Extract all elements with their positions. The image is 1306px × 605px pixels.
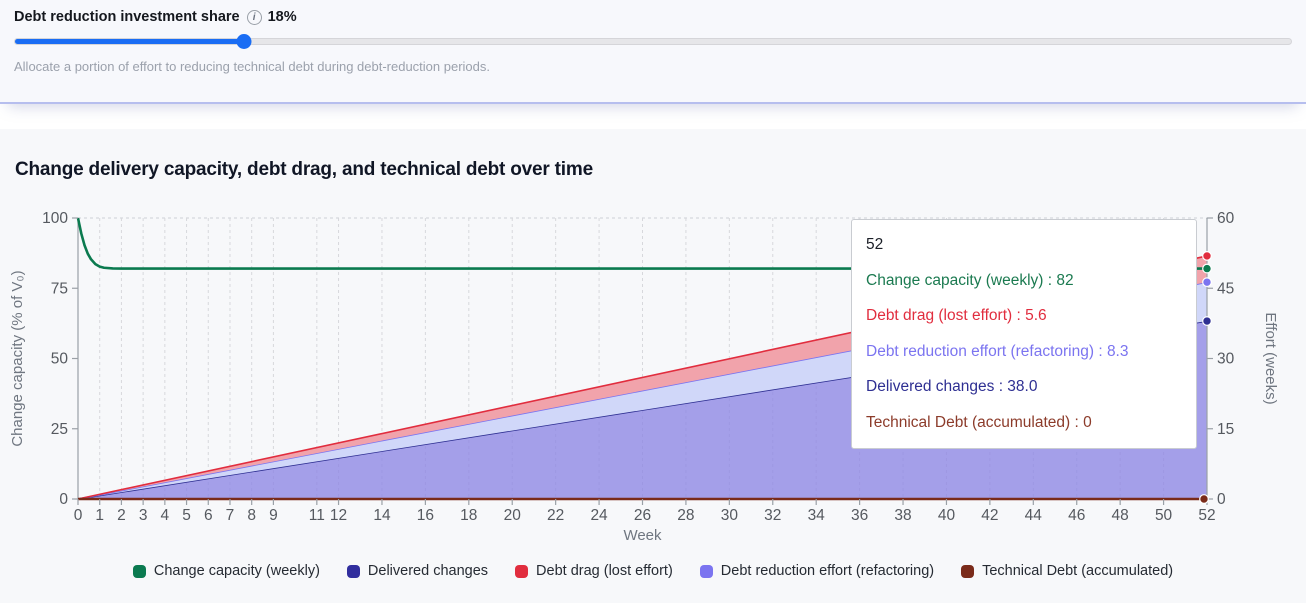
svg-text:Change capacity (% of V₀): Change capacity (% of V₀) — [9, 270, 26, 446]
debt-share-slider[interactable] — [14, 34, 1292, 49]
tooltip-line: Debt reduction effort (refactoring) : 8.… — [866, 342, 1129, 360]
svg-text:45: 45 — [1217, 280, 1234, 297]
tooltip-line: Change capacity (weekly) : 82 — [866, 271, 1074, 289]
slider-fill — [15, 39, 245, 44]
svg-text:75: 75 — [51, 280, 68, 297]
svg-text:1: 1 — [95, 507, 104, 524]
svg-text:0: 0 — [59, 491, 68, 508]
svg-text:4: 4 — [161, 507, 170, 524]
svg-text:12: 12 — [330, 507, 347, 524]
svg-text:42: 42 — [981, 507, 998, 524]
svg-text:3: 3 — [139, 507, 148, 524]
svg-text:46: 46 — [1068, 507, 1085, 524]
svg-text:50: 50 — [51, 351, 69, 368]
chart-card: Change delivery capacity, debt drag, and… — [0, 129, 1306, 603]
svg-text:8: 8 — [247, 507, 256, 524]
tooltip-week: 52 — [866, 236, 884, 253]
svg-text:5: 5 — [182, 507, 191, 524]
svg-text:22: 22 — [547, 507, 564, 524]
slider-track[interactable] — [14, 38, 1292, 45]
chart-legend: Change capacity (weekly) Delivered chang… — [0, 563, 1306, 579]
svg-text:48: 48 — [1112, 507, 1129, 524]
svg-text:100: 100 — [42, 210, 68, 227]
svg-text:18: 18 — [460, 507, 477, 524]
legend-dot-delivered-changes — [346, 564, 360, 578]
legend-dot-debt-drag — [515, 564, 529, 578]
legend-item[interactable]: Debt drag (lost effort) — [515, 563, 673, 579]
svg-text:32: 32 — [764, 507, 781, 524]
svg-text:60: 60 — [1217, 210, 1235, 227]
svg-text:16: 16 — [417, 507, 434, 524]
svg-text:24: 24 — [590, 507, 608, 524]
chart-area[interactable]: 0 25 50 75 100 0 15 30 45 60 0 1 2 3 4 5 6 7 8 9 11 12 14 16 18 2… — [0, 196, 1306, 551]
svg-text:36: 36 — [851, 507, 868, 524]
svg-text:25: 25 — [51, 421, 68, 438]
legend-item[interactable]: Delivered changes — [346, 563, 489, 579]
legend-item[interactable]: Change capacity (weekly) — [132, 563, 320, 579]
legend-label: Change capacity (weekly) — [153, 563, 320, 579]
legend-dot-debt-reduction — [699, 564, 713, 578]
svg-text:52: 52 — [1198, 507, 1215, 524]
svg-text:44: 44 — [1025, 507, 1043, 524]
tooltip-line: Technical Debt (accumulated) : 0 — [866, 413, 1092, 431]
slider-help-text: Allocate a portion of effort to reducing… — [14, 59, 491, 74]
tooltip-line: Delivered changes : 38.0 — [866, 378, 1038, 395]
legend-dot-technical-debt — [961, 564, 975, 578]
svg-text:Week: Week — [623, 527, 662, 544]
chart-tooltip: 52 Change capacity (weekly) : 82 Debt dr… — [851, 219, 1197, 449]
svg-text:6: 6 — [204, 507, 213, 524]
svg-text:26: 26 — [634, 507, 651, 524]
legend-label: Delivered changes — [367, 563, 489, 579]
chart-title: Change delivery capacity, debt drag, and… — [15, 159, 593, 180]
debt-investment-panel: Debt reduction investment share i 18% Al… — [0, 0, 1306, 104]
svg-text:34: 34 — [808, 507, 826, 524]
svg-text:38: 38 — [894, 507, 911, 524]
legend-item[interactable]: Technical Debt (accumulated) — [961, 563, 1173, 579]
legend-label: Technical Debt (accumulated) — [982, 563, 1174, 579]
slider-thumb[interactable] — [236, 34, 252, 49]
slider-value: 18% — [267, 9, 297, 25]
svg-text:15: 15 — [1217, 421, 1234, 438]
tooltip-line: Debt drag (lost effort) : 5.6 — [866, 307, 1047, 324]
legend-label: Debt reduction effort (refactoring) — [720, 563, 935, 579]
svg-text:9: 9 — [269, 507, 278, 524]
svg-text:14: 14 — [373, 507, 391, 524]
legend-label: Debt drag (lost effort) — [536, 563, 673, 579]
svg-text:11: 11 — [309, 507, 325, 524]
svg-text:50: 50 — [1155, 507, 1173, 524]
legend-item[interactable]: Debt reduction effort (refactoring) — [699, 563, 935, 579]
slider-label: Debt reduction investment share — [14, 9, 240, 25]
svg-text:30: 30 — [1217, 351, 1235, 368]
svg-text:28: 28 — [677, 507, 694, 524]
svg-text:7: 7 — [226, 507, 235, 524]
svg-text:20: 20 — [504, 507, 522, 524]
legend-dot-change-capacity — [132, 564, 146, 578]
svg-text:Effort (weeks): Effort (weeks) — [1262, 312, 1279, 404]
svg-text:0: 0 — [1217, 491, 1226, 508]
svg-text:2: 2 — [117, 507, 126, 524]
svg-text:0: 0 — [74, 507, 83, 524]
svg-text:30: 30 — [721, 507, 739, 524]
svg-text:40: 40 — [938, 507, 956, 524]
info-icon[interactable]: i — [246, 9, 262, 25]
